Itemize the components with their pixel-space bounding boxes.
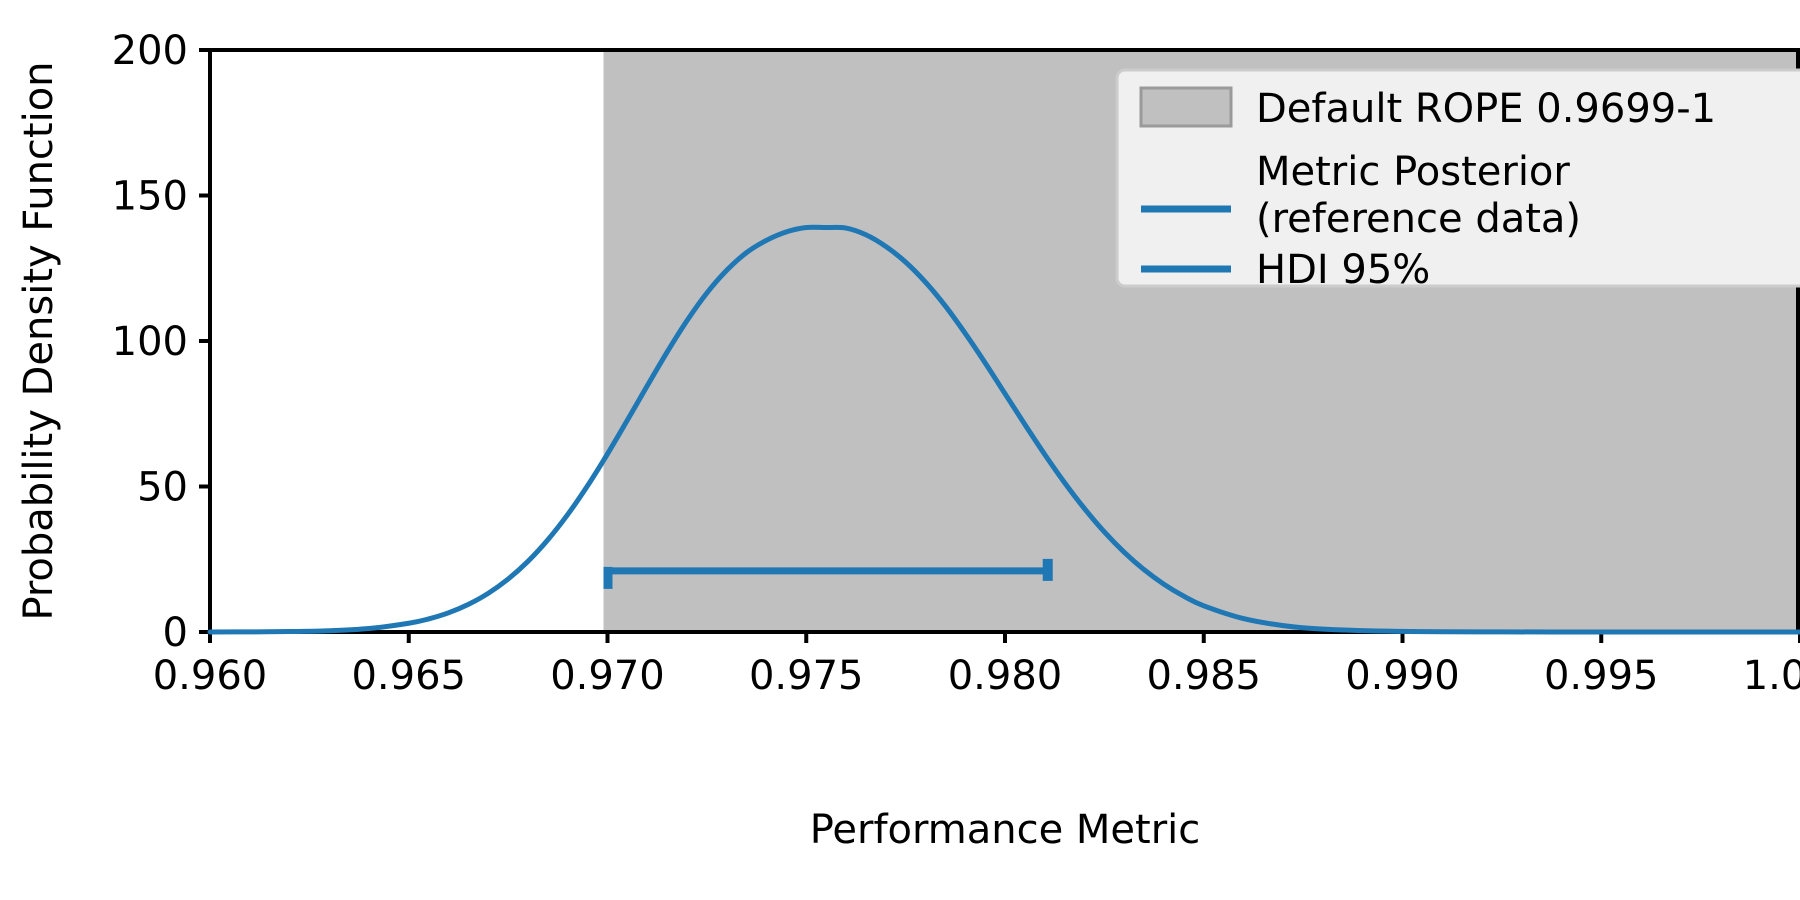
y-tick-label: 200 xyxy=(112,28,188,74)
legend-entry-posterior[interactable]: Metric Posterior (reference data) xyxy=(1141,149,1581,242)
y-axis-title: Probability Density Function xyxy=(16,61,62,620)
x-tick-label: 0.965 xyxy=(351,653,466,699)
legend-label-rope: Default ROPE 0.9699-1 xyxy=(1256,86,1716,132)
y-axis-tick-labels: 0 50 100 150 200 xyxy=(112,28,188,656)
legend-entry-hdi[interactable]: HDI 95% xyxy=(1141,247,1430,293)
chart-legend[interactable]: Default ROPE 0.9699-1 Metric Posterior (… xyxy=(1115,68,1800,293)
legend-label-posterior-line1: Metric Posterior xyxy=(1256,149,1570,195)
metric-posterior-curve xyxy=(207,224,1800,635)
legend-box xyxy=(1115,68,1800,288)
x-tick-label: 0.985 xyxy=(1146,653,1261,699)
legend-label-hdi: HDI 95% xyxy=(1256,247,1430,293)
x-axis-title: Performance Metric xyxy=(810,807,1201,853)
rope-swatch-icon xyxy=(1139,86,1233,128)
x-tick-label: 1.000 xyxy=(1743,653,1800,699)
legend-label-posterior-line2: (reference data) xyxy=(1256,196,1581,242)
x-tick-label: 0.980 xyxy=(948,653,1063,699)
y-tick-label: 0 xyxy=(163,610,188,656)
y-tick-label: 150 xyxy=(112,174,188,220)
x-axis-tick-labels: 0.960 0.965 0.970 0.975 0.980 0.985 0.990 0.995… xyxy=(153,653,1800,699)
y-tick-label: 100 xyxy=(112,319,188,365)
x-tick-label: 0.975 xyxy=(749,653,864,699)
y-tick-label: 50 xyxy=(137,465,188,511)
x-tick-label: 0.970 xyxy=(550,653,665,699)
hdi-interval-line xyxy=(603,558,1053,589)
x-tick-label: 0.995 xyxy=(1544,653,1659,699)
x-tick-label: 0.990 xyxy=(1345,653,1460,699)
legend-entry-rope[interactable]: Default ROPE 0.9699-1 xyxy=(1139,86,1716,132)
x-tick-label: 0.960 xyxy=(153,653,268,699)
